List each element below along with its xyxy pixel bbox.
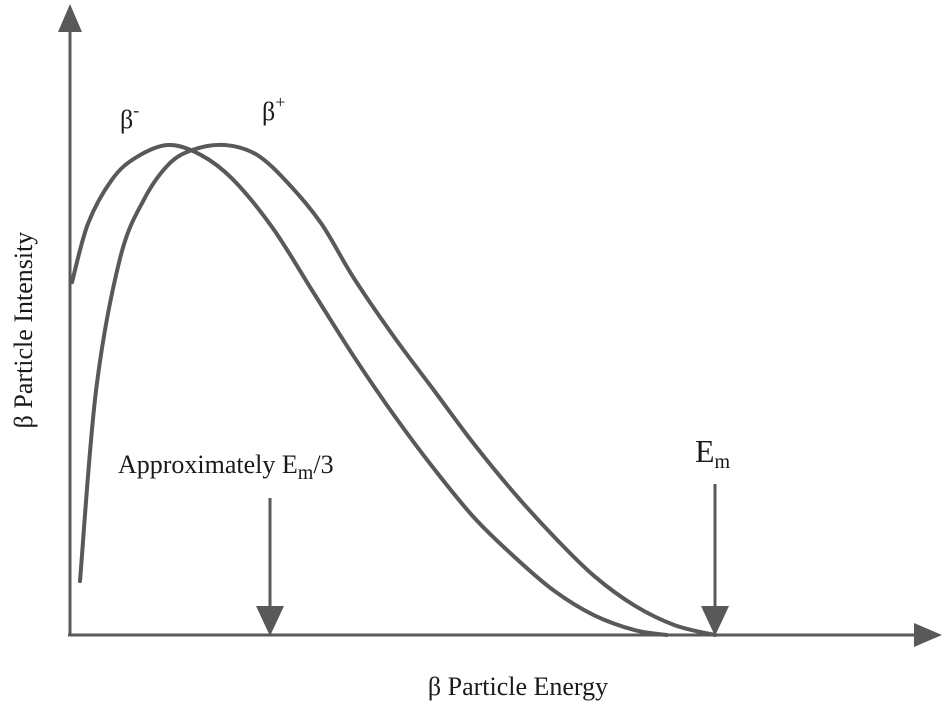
max-energy-arrow-head (701, 606, 729, 636)
series-curve-beta-minus (70, 142, 669, 637)
series-label-beta-plus-base: β (262, 97, 275, 126)
annotation-max-energy: Em (695, 433, 731, 473)
annotation-max-energy-text: E (695, 433, 715, 469)
annotation-mean-energy-text: Approximately E (118, 450, 298, 479)
y-axis-arrow (58, 4, 82, 32)
series-label-beta-minus: β- (120, 100, 139, 134)
annotation-mean-energy-sub: m (298, 462, 314, 484)
series-label-beta-plus: β+ (262, 92, 285, 126)
annotation-mean-energy: Approximately Em/3 (118, 450, 334, 484)
annotation-mean-energy-suffix: /3 (313, 450, 333, 479)
series-curve-beta-plus (78, 142, 717, 637)
series-label-beta-minus-sup: - (133, 100, 139, 120)
mean-energy-arrow-head (256, 606, 284, 636)
series-label-beta-minus-base: β (120, 105, 133, 134)
x-axis-arrow (914, 623, 942, 647)
series-curves (70, 142, 717, 637)
annotation-max-energy-sub: m (715, 451, 731, 473)
series-label-beta-plus-sup: + (275, 92, 285, 112)
y-axis-label: β Particle Intensity (9, 232, 38, 429)
x-axis-label: β Particle Energy (428, 672, 608, 701)
